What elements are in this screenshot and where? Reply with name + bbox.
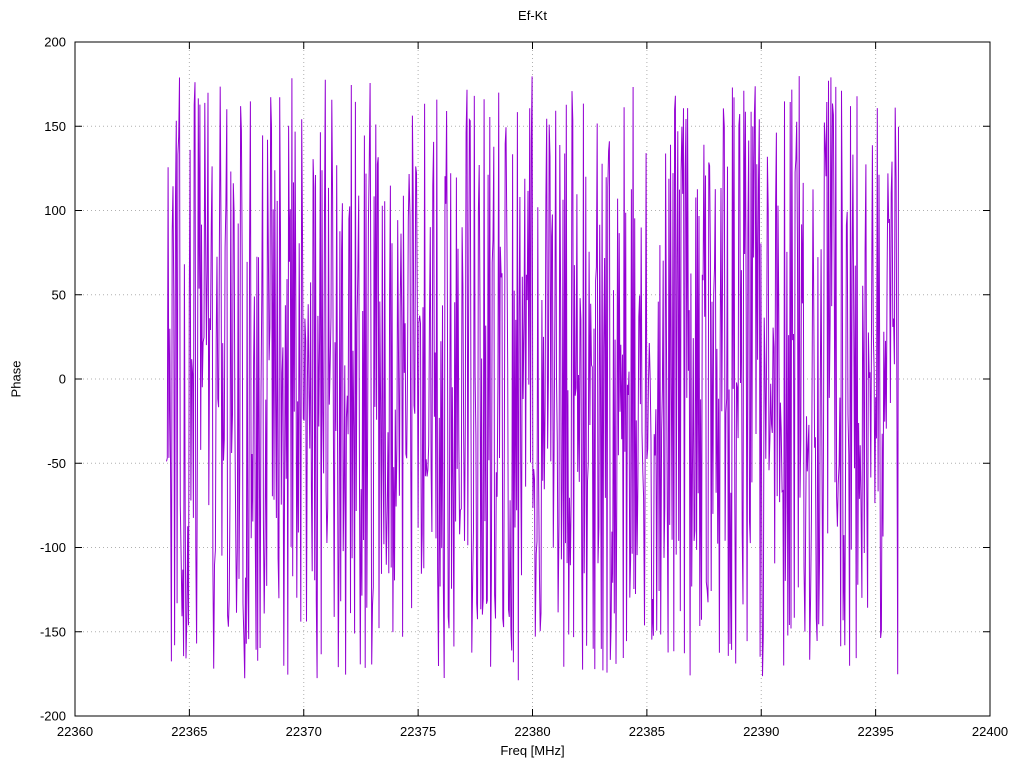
svg-text:-150: -150	[40, 624, 66, 639]
y-tick-labels: -200 -150 -100 -50 0 50 100 150 200	[40, 35, 66, 724]
svg-text:100: 100	[44, 203, 66, 218]
svg-text:0: 0	[59, 372, 66, 387]
tick-marks	[74, 41, 991, 717]
svg-text:22360: 22360	[57, 724, 93, 739]
svg-text:22365: 22365	[171, 724, 207, 739]
svg-text:22370: 22370	[286, 724, 322, 739]
svg-text:50: 50	[52, 287, 66, 302]
svg-text:22380: 22380	[514, 724, 550, 739]
svg-text:-200: -200	[40, 709, 66, 724]
chart-title: Ef-Kt	[518, 8, 547, 23]
svg-text:22395: 22395	[858, 724, 894, 739]
svg-text:-50: -50	[47, 456, 66, 471]
svg-text:22385: 22385	[629, 724, 665, 739]
svg-text:-100: -100	[40, 540, 66, 555]
svg-text:150: 150	[44, 119, 66, 134]
x-axis-label: Freq [MHz]	[500, 743, 565, 758]
svg-text:200: 200	[44, 35, 66, 50]
svg-text:22375: 22375	[400, 724, 436, 739]
phase-series-line	[166, 76, 899, 681]
svg-text:22390: 22390	[743, 724, 779, 739]
svg-text:22400: 22400	[972, 724, 1008, 739]
x-tick-labels: 22360 22365 22370 22375 22380 22385 22390 22395…	[57, 724, 1008, 739]
